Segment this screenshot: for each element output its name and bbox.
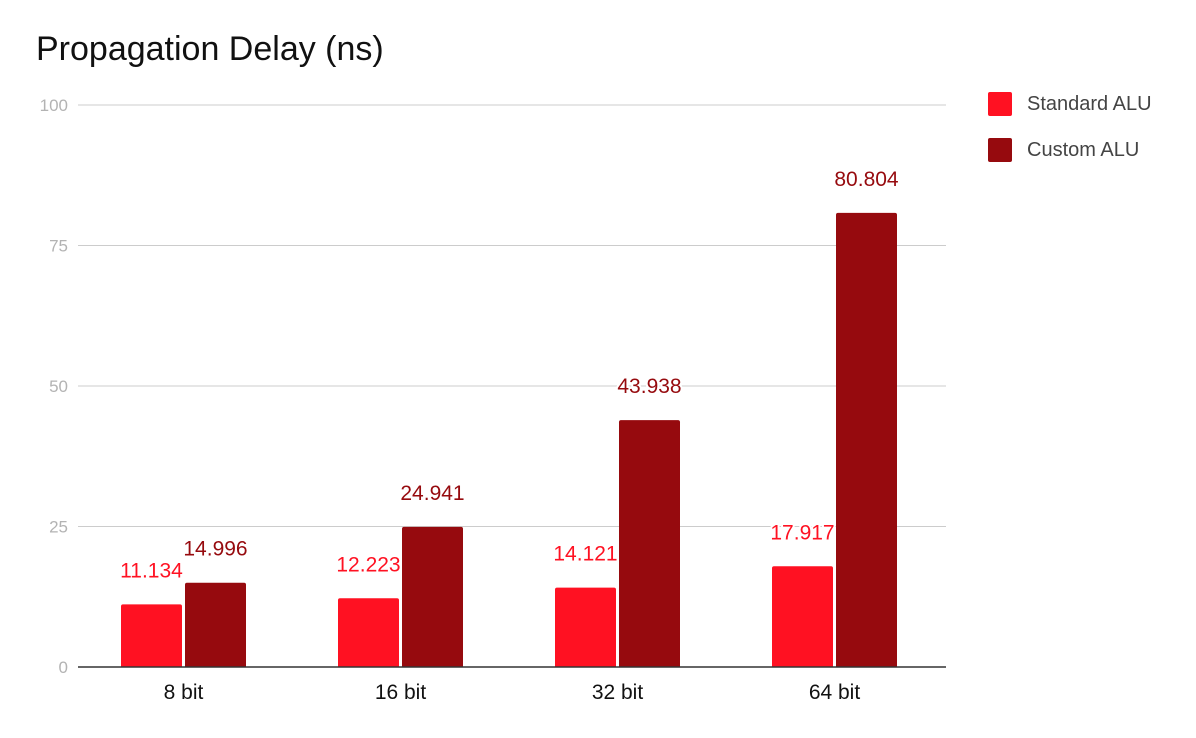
bar-custom-alu-64-bit[interactable] — [836, 212, 897, 667]
x-tick-label-64-bit: 64 bit — [809, 681, 861, 704]
y-tick-label-0: 0 — [59, 658, 68, 677]
bar-custom-alu-16-bit[interactable] — [402, 526, 463, 667]
y-axis-ticks: 0 25 50 75 100 — [40, 96, 68, 677]
bar-custom-alu-32-bit[interactable] — [619, 420, 680, 667]
x-axis-ticks: 8 bit 16 bit 32 bit 64 bit — [164, 681, 861, 704]
legend-label-standard-alu: Standard ALU — [1027, 92, 1152, 115]
y-tick-label-50: 50 — [49, 377, 68, 396]
chart-title: Propagation Delay (ns) — [36, 30, 384, 68]
x-tick-label-8-bit: 8 bit — [164, 681, 204, 704]
legend-item-standard-alu[interactable]: Standard ALU — [988, 92, 1152, 116]
bar-standard-alu-8-bit[interactable] — [121, 604, 182, 667]
legend: Standard ALU Custom ALU — [988, 92, 1152, 184]
legend-swatch-custom-alu — [988, 138, 1012, 162]
y-tick-label-75: 75 — [49, 237, 68, 256]
bars — [121, 212, 897, 667]
x-tick-label-16-bit: 16 bit — [375, 681, 427, 704]
bar-standard-alu-64-bit[interactable] — [772, 566, 833, 667]
bar-custom-alu-8-bit[interactable] — [185, 582, 246, 667]
data-label-custom-alu-16-bit: 24.941 — [400, 482, 464, 505]
data-label-custom-alu-32-bit: 43.938 — [617, 375, 681, 398]
legend-item-custom-alu[interactable]: Custom ALU — [988, 138, 1152, 162]
data-label-standard-alu-8-bit: 11.134 — [120, 559, 183, 582]
data-label-standard-alu-32-bit: 14.121 — [553, 543, 617, 566]
legend-swatch-standard-alu — [988, 92, 1012, 116]
gridlines — [78, 104, 946, 527]
bar-standard-alu-32-bit[interactable] — [555, 587, 616, 667]
x-tick-label-32-bit: 32 bit — [592, 681, 644, 704]
y-tick-label-100: 100 — [40, 96, 68, 115]
data-label-custom-alu-8-bit: 14.996 — [183, 538, 247, 561]
legend-label-custom-alu: Custom ALU — [1027, 138, 1140, 161]
bar-standard-alu-16-bit[interactable] — [338, 598, 399, 667]
data-label-standard-alu-64-bit: 17.917 — [770, 521, 834, 544]
y-tick-label-25: 25 — [49, 518, 68, 537]
data-label-custom-alu-64-bit: 80.804 — [834, 168, 899, 191]
data-label-standard-alu-16-bit: 12.223 — [336, 553, 400, 576]
